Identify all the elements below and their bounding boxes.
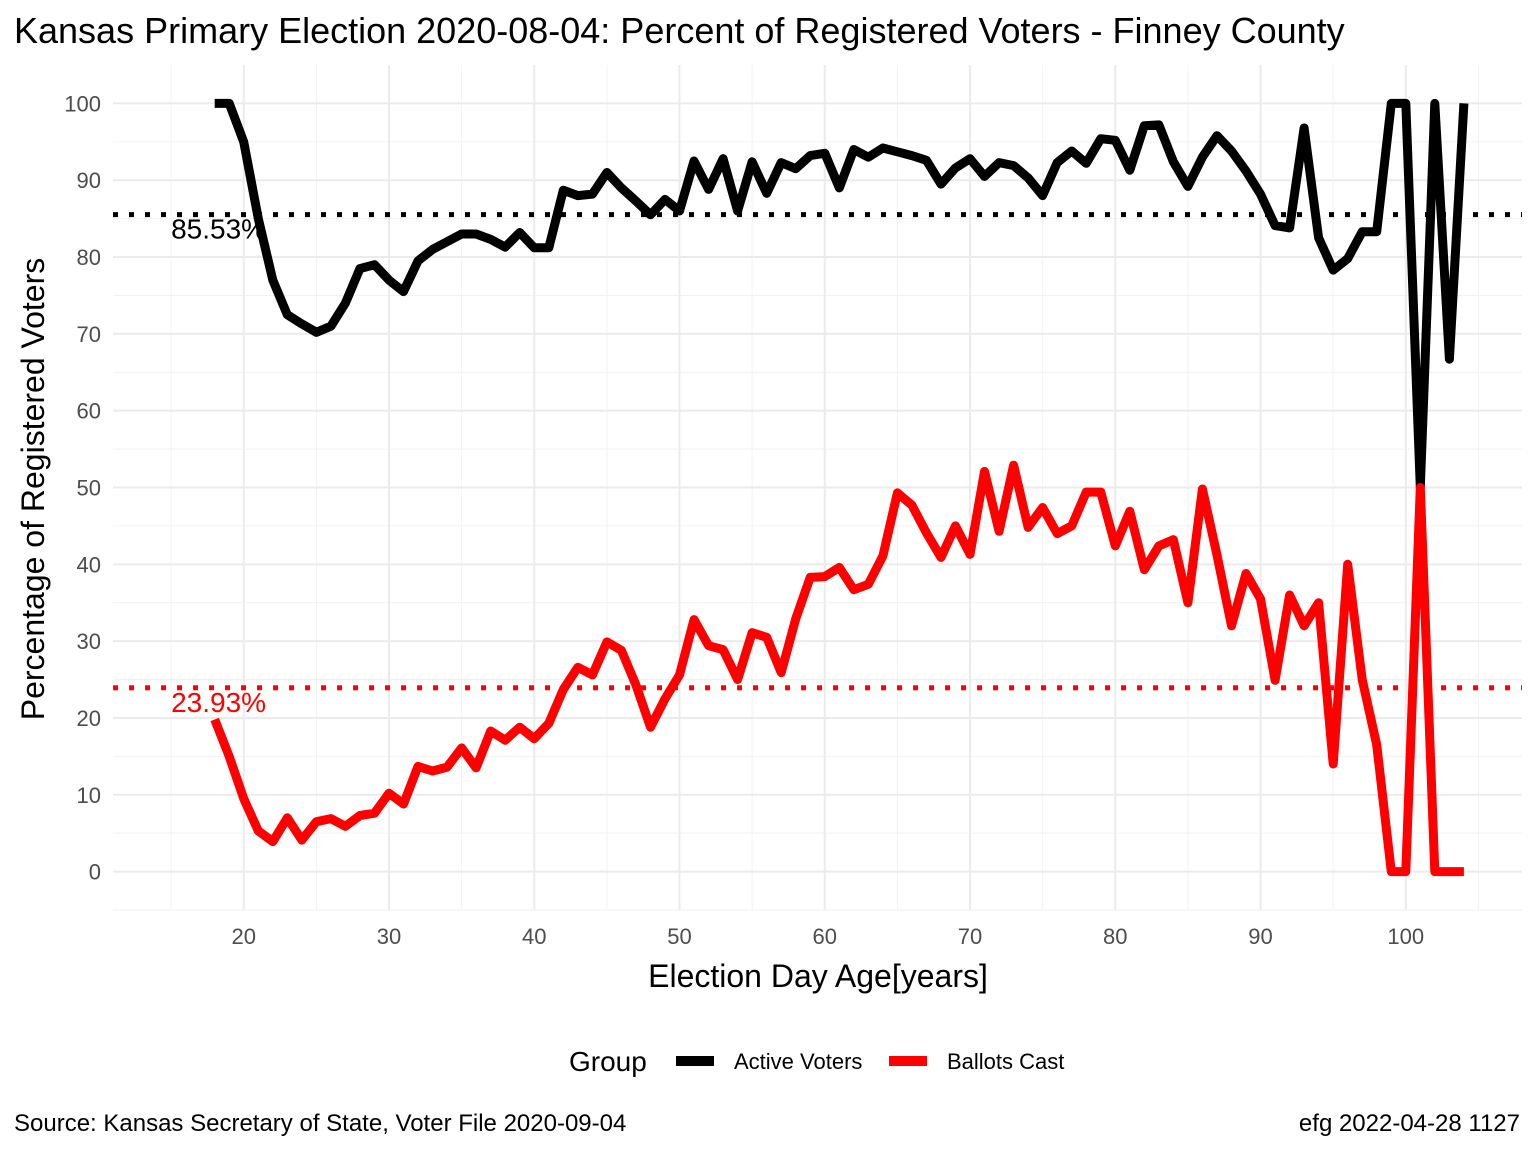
x-axis-ticks: 20 30 40 50 60 70 80 90 100 (231, 924, 1424, 949)
reference-lines (113, 212, 1522, 691)
y-tick-label: 20 (77, 706, 101, 731)
y-tick-label: 100 (64, 91, 101, 116)
x-tick-label: 30 (377, 924, 401, 949)
series-line-ballots-cast (210, 460, 1464, 877)
y-axis-title: Percentage of Registered Voters (15, 258, 51, 721)
y-tick-label: 70 (77, 322, 101, 347)
y-tick-label: 80 (77, 245, 101, 270)
y-tick-label: 90 (77, 168, 101, 193)
legend-title: Group (569, 1046, 647, 1077)
x-tick-label: 50 (667, 924, 691, 949)
y-axis-ticks: 0 10 20 30 40 50 60 70 80 90 100 (64, 91, 101, 884)
x-tick-label: 60 (813, 924, 837, 949)
legend: Group Active Voters Ballots Cast (569, 1046, 1064, 1077)
x-tick-label: 80 (1103, 924, 1127, 949)
x-tick-label: 40 (522, 924, 546, 949)
x-axis-title: Election Day Age[years] (648, 958, 988, 994)
y-tick-label: 10 (77, 783, 101, 808)
y-tick-label: 0 (89, 860, 101, 885)
author-caption: efg 2022-04-28 1127 (1299, 1110, 1520, 1137)
legend-label-ballots-cast: Ballots Cast (947, 1049, 1064, 1074)
x-tick-label: 20 (231, 924, 255, 949)
y-tick-label: 40 (77, 552, 101, 577)
x-tick-label: 100 (1387, 924, 1424, 949)
y-tick-label: 50 (77, 476, 101, 501)
x-tick-label: 90 (1248, 924, 1272, 949)
chart-title: Kansas Primary Election 2020-08-04: Perc… (14, 10, 1345, 51)
y-tick-label: 60 (77, 399, 101, 424)
y-tick-label: 30 (77, 629, 101, 654)
x-tick-label: 70 (958, 924, 982, 949)
reference-label: 23.93% (171, 687, 266, 718)
series-line-active-voters (214, 98, 1469, 492)
reference-labels: 85.53% 23.93% (171, 214, 266, 718)
series-lines (210, 98, 1469, 877)
source-caption: Source: Kansas Secretary of State, Voter… (14, 1110, 626, 1137)
legend-label-active-voters: Active Voters (734, 1049, 862, 1074)
reference-label: 85.53% (171, 214, 266, 245)
